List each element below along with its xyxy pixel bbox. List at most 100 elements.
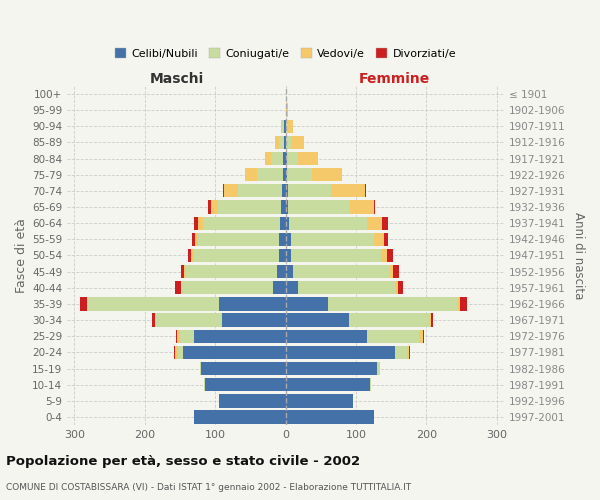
Bar: [398, 281, 403, 294]
Bar: [286, 330, 367, 343]
Bar: [382, 249, 387, 262]
Bar: [271, 152, 283, 165]
Bar: [430, 314, 431, 326]
Bar: [331, 184, 365, 198]
Bar: [278, 249, 286, 262]
Bar: [313, 168, 342, 181]
Bar: [458, 298, 460, 310]
Bar: [286, 168, 287, 181]
Bar: [218, 200, 281, 213]
Bar: [286, 394, 353, 407]
Bar: [394, 265, 399, 278]
Bar: [197, 216, 203, 230]
Bar: [196, 232, 198, 246]
Bar: [370, 378, 371, 392]
Bar: [224, 184, 238, 198]
Bar: [181, 265, 184, 278]
Bar: [377, 362, 380, 375]
Bar: [281, 200, 286, 213]
Bar: [367, 216, 382, 230]
Bar: [286, 378, 370, 392]
Bar: [201, 362, 286, 375]
Bar: [287, 168, 313, 181]
Bar: [273, 281, 286, 294]
Bar: [282, 184, 286, 198]
Bar: [208, 200, 211, 213]
Bar: [374, 232, 383, 246]
Bar: [176, 330, 177, 343]
Bar: [80, 298, 87, 310]
Bar: [298, 152, 318, 165]
Bar: [283, 152, 286, 165]
Bar: [223, 184, 224, 198]
Bar: [188, 249, 191, 262]
Bar: [298, 281, 395, 294]
Bar: [281, 120, 282, 133]
Bar: [194, 330, 286, 343]
Bar: [87, 298, 88, 310]
Bar: [289, 200, 350, 213]
Bar: [280, 216, 286, 230]
Bar: [175, 346, 178, 359]
Bar: [88, 298, 219, 310]
Bar: [390, 265, 394, 278]
Bar: [293, 265, 390, 278]
Bar: [286, 346, 395, 359]
Text: Popolazione per età, sesso e stato civile - 2002: Popolazione per età, sesso e stato civil…: [6, 454, 360, 468]
Bar: [178, 346, 184, 359]
Bar: [286, 232, 290, 246]
Bar: [286, 152, 287, 165]
Bar: [374, 200, 375, 213]
Bar: [173, 346, 175, 359]
Bar: [286, 410, 374, 424]
Bar: [286, 362, 377, 375]
Bar: [286, 104, 288, 117]
Bar: [286, 184, 288, 198]
Bar: [365, 184, 366, 198]
Bar: [286, 249, 291, 262]
Bar: [350, 200, 374, 213]
Bar: [286, 120, 288, 133]
Bar: [286, 216, 289, 230]
Bar: [180, 330, 194, 343]
Bar: [286, 200, 289, 213]
Bar: [222, 314, 286, 326]
Bar: [283, 168, 286, 181]
Bar: [194, 249, 278, 262]
Bar: [181, 281, 273, 294]
Bar: [192, 232, 196, 246]
Bar: [423, 330, 424, 343]
Text: COMUNE DI COSTABISSARA (VI) - Dati ISTAT 1° gennaio 2002 - Elaborazione TUTTITAL: COMUNE DI COSTABISSARA (VI) - Dati ISTAT…: [6, 484, 411, 492]
Bar: [409, 346, 410, 359]
Bar: [383, 232, 388, 246]
Bar: [460, 298, 467, 310]
Bar: [155, 314, 222, 326]
Bar: [185, 265, 277, 278]
Bar: [286, 281, 298, 294]
Bar: [245, 168, 257, 181]
Bar: [284, 120, 286, 133]
Bar: [198, 232, 279, 246]
Bar: [286, 314, 349, 326]
Bar: [286, 265, 293, 278]
Bar: [257, 168, 283, 181]
Bar: [288, 120, 293, 133]
Bar: [265, 152, 271, 165]
Bar: [200, 362, 201, 375]
Bar: [431, 314, 433, 326]
Bar: [286, 136, 291, 149]
Bar: [205, 378, 286, 392]
Bar: [219, 394, 286, 407]
Bar: [284, 136, 286, 149]
Bar: [286, 298, 328, 310]
Bar: [152, 314, 155, 326]
Bar: [275, 136, 278, 149]
Bar: [328, 298, 458, 310]
Bar: [382, 216, 388, 230]
Bar: [290, 232, 374, 246]
Bar: [291, 249, 382, 262]
Bar: [419, 330, 423, 343]
Bar: [277, 265, 286, 278]
Bar: [204, 378, 205, 392]
Bar: [194, 410, 286, 424]
